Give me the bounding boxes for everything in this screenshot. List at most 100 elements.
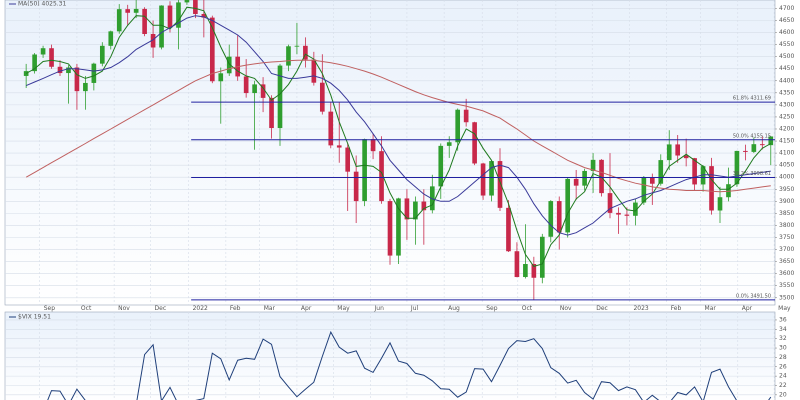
y-tick-label: 4000	[779, 174, 794, 181]
y-tick-label: 4050	[779, 162, 794, 169]
candle-body	[66, 67, 71, 74]
y-tick-label: 20	[779, 391, 787, 398]
candle-body	[692, 158, 697, 185]
fib-label: 38.2% 3998.61	[733, 171, 771, 177]
legend-text: $VIX 19.51	[18, 314, 51, 321]
candle-body	[201, 13, 207, 18]
x-tick-label: Aug	[448, 305, 460, 312]
y-tick-label: 34	[779, 326, 787, 333]
candle-body	[743, 150, 748, 152]
y-tick-label: 3600	[779, 270, 794, 277]
candle-body	[607, 193, 613, 213]
x-tick-label: Mar	[264, 305, 276, 312]
candle-body	[209, 17, 215, 82]
vix-grid	[5, 312, 777, 400]
candle-body	[556, 201, 562, 233]
x-tick-label: Sep	[486, 305, 498, 312]
candle-body	[260, 84, 266, 98]
candle-body	[709, 166, 714, 211]
candle-body	[539, 236, 545, 278]
y-tick-label: 4200	[779, 125, 794, 132]
y-tick-label: 4500	[779, 53, 794, 60]
candle-body	[548, 201, 554, 237]
x-tick-label: Apr	[301, 305, 312, 312]
x-tick-label: May	[778, 305, 791, 312]
candle-body	[74, 67, 80, 92]
candle-body	[83, 82, 88, 92]
y-tick-label: 4350	[779, 89, 794, 96]
candle-body	[455, 109, 461, 143]
x-tick-label: Mar	[705, 305, 717, 312]
candle-body	[497, 161, 503, 208]
y-tick-label: 3650	[779, 258, 794, 265]
candle-body	[328, 111, 334, 146]
y-tick-label: 3500	[779, 294, 794, 301]
candle-body	[379, 151, 384, 202]
candle-body	[319, 82, 325, 112]
fib-label: 61.8% 4311.69	[733, 96, 771, 102]
price-plot	[23, 0, 775, 301]
y-tick-label: 26	[779, 363, 787, 370]
y-tick-label: 36	[779, 316, 787, 323]
fib-label: 50.0% 4155.15	[733, 133, 771, 139]
y-tick-label: 4600	[779, 29, 794, 36]
y-tick-label: 4100	[779, 150, 794, 157]
x-tick-label: Dec	[596, 305, 608, 312]
y-tick-label: 3850	[779, 210, 794, 217]
candle-body	[446, 142, 452, 146]
candle-body	[353, 171, 359, 202]
fib-label: 0.0% 3491.50	[736, 293, 771, 299]
candle-body	[277, 65, 283, 129]
y-tick-label: 4250	[779, 113, 794, 120]
line	[25, 59, 771, 193]
candle-body	[125, 9, 131, 13]
candle-body	[193, 0, 198, 14]
y-tick-label: 4700	[779, 5, 794, 12]
candle-body	[421, 201, 427, 211]
x-tick-label: Nov	[118, 305, 130, 312]
candle-body	[573, 178, 579, 186]
candle-body	[23, 71, 29, 76]
y-tick-label: 28	[779, 354, 787, 361]
y-tick-label: 32	[779, 335, 787, 342]
candle-body	[108, 31, 114, 46]
candle-body	[649, 177, 655, 184]
x-tick-label: Apr	[742, 305, 753, 312]
y-tick-label: 3550	[779, 282, 794, 289]
candle-body	[336, 145, 342, 148]
candle-body	[675, 144, 681, 156]
candle-body	[142, 8, 147, 34]
candle-body	[480, 163, 486, 196]
candle-body	[362, 139, 367, 202]
y-tick-label: 4650	[779, 17, 794, 24]
candle-body	[463, 109, 469, 123]
candle-body	[717, 197, 723, 211]
candle-body	[751, 144, 757, 152]
candle-body	[218, 73, 224, 82]
candle-body	[404, 198, 410, 220]
candle-body	[472, 122, 477, 164]
candle-body	[438, 145, 444, 187]
x-tick-label: Feb	[230, 305, 241, 312]
candle-body	[396, 198, 401, 256]
x-tick-label: Dec	[155, 305, 167, 312]
candle-body	[506, 207, 511, 252]
y-tick-label: 4300	[779, 101, 794, 108]
x-tick-label: 2023	[633, 305, 648, 312]
candle-body	[590, 159, 596, 171]
candle-body	[57, 66, 63, 74]
x-tick-label: 2022	[193, 305, 208, 312]
y-tick-label: 3800	[779, 222, 794, 229]
candle-body	[523, 264, 528, 278]
candle-body	[303, 45, 308, 60]
y-tick-label: 22	[779, 382, 787, 389]
candle-body	[565, 178, 571, 233]
x-tick-label: Jul	[410, 305, 419, 312]
labels: MA(50) 4025.31 $VIX 19.51 3500 3550 3600 36…	[9, 1, 794, 398]
candle-body	[167, 5, 173, 28]
candle-body	[286, 46, 291, 66]
candle-body	[531, 264, 537, 278]
candle-body	[616, 212, 621, 215]
candle-body	[370, 139, 376, 152]
